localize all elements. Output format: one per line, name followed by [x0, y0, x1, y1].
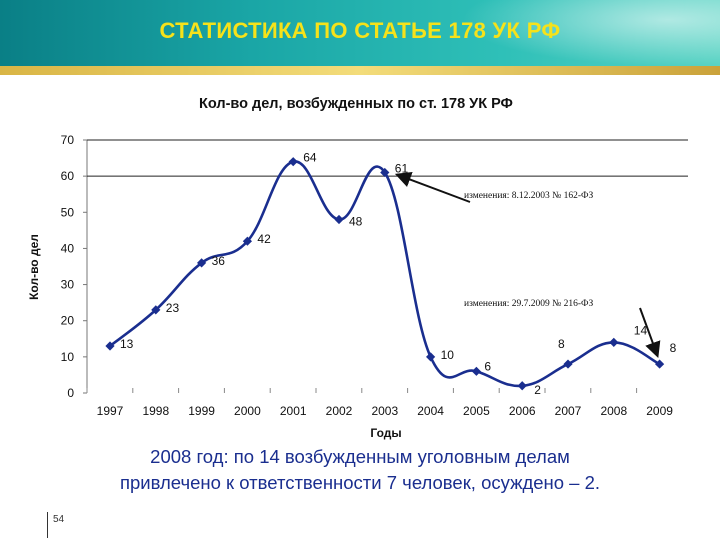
- data-label: 10: [441, 348, 455, 362]
- data-point: [151, 305, 161, 315]
- y-tick-label: 30: [61, 278, 75, 292]
- slide-title: СТАТИСТИКА ПО СТАТЬЕ 178 УК РФ: [159, 18, 561, 43]
- x-tick-label: 2003: [371, 404, 398, 418]
- x-tick-label: 2000: [234, 404, 261, 418]
- page-number-rule: [47, 512, 48, 538]
- series-line: [109, 160, 661, 388]
- chart-title: Кол-во дел, возбужденных по ст. 178 УК Р…: [199, 96, 513, 112]
- data-point: [426, 352, 436, 362]
- y-tick-label: 60: [61, 169, 75, 183]
- data-point: [197, 258, 207, 268]
- slide-header: [0, 0, 720, 66]
- y-tick-label: 20: [61, 314, 75, 328]
- data-point: [334, 214, 344, 225]
- y-tick-label: 70: [61, 133, 75, 147]
- data-point: [655, 359, 665, 369]
- caption-line-2: привлечено к ответственности 7 человек, …: [119, 472, 601, 493]
- series-markers: 13 23 36 42 64 48 61 10 6 2 8 14 8: [105, 151, 677, 397]
- x-tick-label: 1998: [142, 404, 169, 418]
- data-label: 13: [120, 337, 134, 351]
- data-point: [105, 341, 115, 351]
- x-tick-label: 2009: [646, 404, 673, 418]
- slide-caption: 2008 год: по 14 возбужденным уголовным д…: [0, 444, 720, 496]
- x-tick-label: 2005: [463, 404, 490, 418]
- data-label: 23: [166, 301, 180, 315]
- y-tick-label: 50: [61, 205, 75, 219]
- data-label: 6: [484, 359, 491, 373]
- x-tick-label: 2008: [600, 404, 627, 418]
- annotation-label: изменения: 8.12.2003 № 162-ФЗ: [464, 191, 594, 201]
- x-tick-label: 2002: [326, 404, 353, 418]
- data-point: [288, 157, 298, 167]
- data-point: [609, 337, 619, 347]
- data-point: [517, 381, 527, 391]
- y-axis: 0 10 20 30 40 50 60 70: [61, 133, 688, 400]
- data-label: 64: [303, 151, 317, 165]
- y-tick-label: 10: [61, 350, 75, 364]
- data-point: [471, 366, 481, 376]
- x-axis: 1997 1998 1999 2000 2001 2002 2003 2004 2005 2006…: [86, 388, 673, 418]
- x-tick-label: 1997: [97, 404, 124, 418]
- caption-line-1: 2008 год: по 14 возбужденным уголовным д…: [150, 446, 570, 467]
- data-point: [242, 236, 252, 246]
- x-tick-label: 2006: [509, 404, 536, 418]
- data-label: 14: [634, 323, 648, 337]
- data-label: 8: [558, 337, 565, 351]
- x-tick-label: 2004: [417, 404, 444, 418]
- data-label: 42: [257, 232, 271, 246]
- y-axis-label: Кол-во дел: [27, 234, 41, 300]
- header-shine: [460, 0, 720, 66]
- annotation-arrow: [394, 171, 471, 203]
- x-tick-label: 2007: [555, 404, 582, 418]
- data-label: 2: [534, 383, 541, 397]
- data-label: 36: [212, 254, 226, 268]
- x-axis-label: Годы: [370, 426, 401, 440]
- x-tick-label: 1999: [188, 404, 215, 418]
- data-label: 8: [670, 341, 677, 355]
- y-tick-label: 0: [67, 386, 74, 400]
- data-label: 61: [395, 162, 409, 176]
- page-number: 54: [53, 514, 65, 525]
- data-label: 48: [349, 215, 363, 229]
- line-chart: Кол-во дел, возбужденных по ст. 178 УК Р…: [27, 96, 688, 440]
- header-gold-bar: [0, 66, 720, 75]
- data-point: [563, 359, 573, 369]
- annotation-label: изменения: 29.7.2009 № 216-ФЗ: [464, 299, 594, 309]
- data-point: [380, 167, 390, 178]
- annotation-arrow: [639, 307, 661, 358]
- x-tick-label: 2001: [280, 404, 307, 418]
- annotations: изменения: 8.12.2003 № 162-ФЗ изменения: …: [394, 171, 661, 358]
- y-tick-label: 40: [61, 241, 75, 255]
